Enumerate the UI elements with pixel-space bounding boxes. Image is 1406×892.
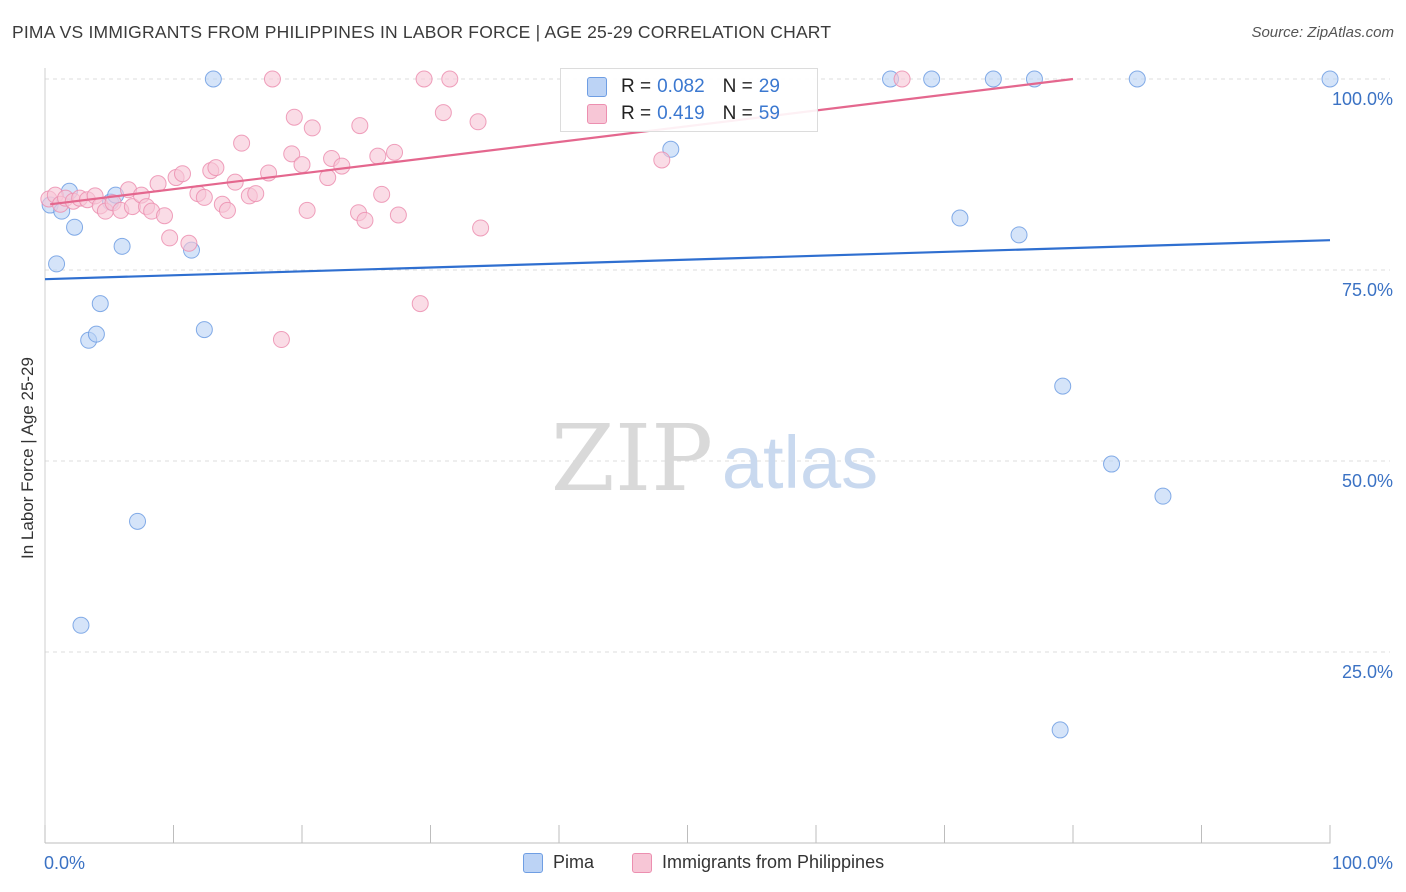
philippines-point	[207, 159, 225, 177]
philippines-point	[149, 175, 167, 193]
legend-item-philippines[interactable]: Immigrants from Philippines	[632, 852, 884, 873]
pima-point	[951, 209, 969, 227]
philippines-point	[298, 201, 316, 219]
trend-lines	[44, 77, 1331, 281]
pima-point	[1128, 70, 1146, 88]
x-tick-label: 100.0%	[1332, 853, 1393, 873]
pima-point	[195, 321, 213, 339]
philippines-point	[180, 234, 198, 252]
philippines-point	[161, 229, 179, 247]
philippines-point	[293, 156, 311, 174]
philippines-point	[415, 70, 433, 88]
philippines-point	[472, 219, 490, 237]
pima-point	[1054, 377, 1072, 395]
philippines-point	[434, 104, 452, 122]
stats-swatch-philippines	[587, 104, 607, 124]
philippines-point	[369, 147, 387, 165]
pima-point	[91, 295, 109, 313]
pima-point	[129, 512, 147, 530]
philippines-point	[247, 185, 265, 203]
stats-row-philippines: R = 0.419 N = 59	[587, 101, 780, 127]
philippines-point	[356, 211, 374, 229]
chart-title: PIMA VS IMMIGRANTS FROM PHILIPPINES IN L…	[12, 22, 832, 42]
stats-r-value: 0.419	[657, 103, 705, 124]
stats-r-value: 0.082	[657, 76, 705, 97]
axes	[44, 68, 1331, 844]
philippines-point	[233, 134, 251, 152]
philippines-point	[441, 70, 459, 88]
philippines-point	[386, 143, 404, 161]
pima-point	[1010, 226, 1028, 244]
philippines-point	[333, 157, 351, 175]
philippines-point	[653, 151, 671, 169]
tick-labels: 25.0% 50.0% 75.0% 100.0% 0.0% 100.0%	[44, 89, 1393, 873]
philippines-point	[272, 331, 290, 349]
pima-point	[204, 70, 222, 88]
pima-point	[87, 325, 105, 343]
legend-swatch-pima	[523, 852, 543, 873]
legend-item-pima[interactable]: Pima	[523, 852, 594, 873]
stats-swatch-pima	[587, 77, 607, 97]
philippines-point	[893, 70, 911, 88]
y-tick-label: 75.0%	[1342, 280, 1393, 300]
stats-n-label: N =	[722, 76, 753, 97]
watermark: ZIP atlas	[551, 405, 878, 512]
pima-point	[1103, 455, 1121, 473]
watermark-atlas: atlas	[722, 421, 878, 504]
chart-legend: Pima Immigrants from Philippines	[0, 846, 1406, 882]
stats-n-value: 59	[758, 103, 780, 124]
pima-point	[113, 237, 131, 255]
watermark-zip: ZIP	[551, 405, 713, 512]
y-tick-label: 25.0%	[1342, 662, 1393, 682]
pima-point	[923, 70, 941, 88]
stats-r-label: R =	[621, 103, 652, 124]
stats-n-value: 29	[758, 76, 780, 97]
pima-point	[48, 255, 66, 273]
philippines-point	[389, 206, 407, 224]
y-axis-label: In Labor Force | Age 25-29	[18, 357, 37, 559]
pima-point	[1154, 487, 1172, 505]
legend-label-pima: Pima	[553, 852, 595, 872]
philippines-point	[173, 165, 191, 183]
pima-point	[66, 218, 84, 236]
stats-box: R = 0.082 N = 29 R = 0.419 N = 59	[560, 68, 818, 132]
stats-row-pima: R = 0.082 N = 29	[587, 74, 780, 100]
chart-source: Source: ZipAtlas.com	[1251, 24, 1394, 41]
philippines-trend-line	[50, 77, 1074, 206]
x-tick-label: 0.0%	[44, 853, 85, 873]
philippines-point	[195, 188, 213, 206]
stats-n-label: N =	[722, 103, 753, 124]
philippines-point	[469, 113, 487, 131]
y-tick-label: 100.0%	[1332, 89, 1393, 109]
philippines-point	[411, 295, 429, 313]
pima-point	[984, 70, 1002, 88]
pima-point	[1321, 70, 1339, 88]
philippines-point	[285, 108, 303, 126]
pima-point	[1051, 721, 1069, 739]
pima-trend-line	[44, 239, 1331, 281]
philippines-point	[283, 145, 301, 163]
stats-r-label: R =	[621, 76, 652, 97]
y-tick-label: 50.0%	[1342, 471, 1393, 491]
legend-label-philippines: Immigrants from Philippines	[662, 852, 885, 872]
legend-swatch-philippines	[632, 852, 652, 873]
pima-point	[72, 616, 90, 634]
grid-lines	[45, 78, 1390, 653]
philippines-point	[303, 119, 321, 137]
philippines-point	[263, 70, 281, 88]
philippines-point	[351, 117, 369, 135]
philippines-point	[156, 207, 174, 225]
philippines-point	[218, 201, 236, 219]
philippines-point	[373, 185, 391, 203]
